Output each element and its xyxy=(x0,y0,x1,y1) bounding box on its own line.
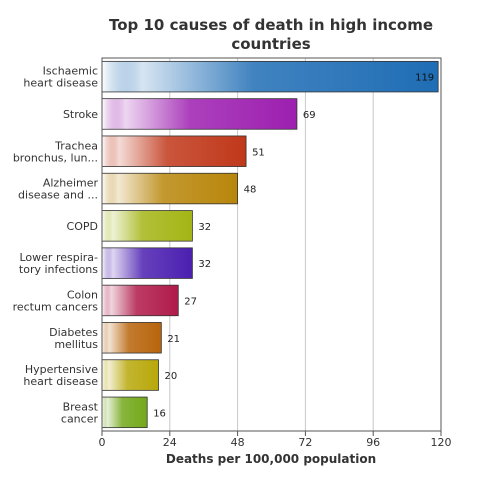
category-label: heart disease xyxy=(23,375,98,388)
x-axis-ticks: 0 24 48 72 96 120 xyxy=(99,431,452,449)
category-label: Hypertensive xyxy=(25,363,98,376)
chart-title-line: Top 10 causes of death in high income xyxy=(109,16,433,34)
category-label: Ischaemic xyxy=(43,65,98,78)
bar xyxy=(101,284,179,317)
bar-value-label: 51 xyxy=(252,147,265,158)
bar xyxy=(101,396,148,429)
bar-value-label: 21 xyxy=(167,334,180,345)
bar-value-label: 119 xyxy=(415,73,434,84)
chart-title: Top 10 causes of death in high incomecou… xyxy=(109,16,433,53)
bar xyxy=(101,60,439,93)
bar xyxy=(101,359,159,391)
x-axis-label: Deaths per 100,000 population xyxy=(166,452,376,466)
bar-value-label: 32 xyxy=(198,222,211,233)
category-label: Stroke xyxy=(63,108,98,121)
category-label: tory infections xyxy=(19,263,98,276)
chart-title-line: countries xyxy=(231,35,310,53)
plot-frame xyxy=(101,57,442,432)
category-label: disease and ... xyxy=(18,189,98,202)
category-label: mellitus xyxy=(54,338,98,351)
category-label: rectum cancers xyxy=(13,300,99,313)
category-label: Trachea xyxy=(54,139,98,152)
category-label: heart disease xyxy=(23,77,98,90)
bar-value-label: 32 xyxy=(198,259,211,270)
bar xyxy=(101,172,239,205)
bar xyxy=(101,322,162,354)
bar xyxy=(101,247,193,279)
bar-value-label: 48 xyxy=(244,185,257,196)
x-tick-label: 24 xyxy=(163,436,177,449)
bar-value-label: 16 xyxy=(153,408,166,419)
bar-value-label: 20 xyxy=(165,371,178,382)
bar-value-label: 27 xyxy=(184,296,197,307)
category-label: Breast xyxy=(63,400,99,413)
category-label: Alzheimer xyxy=(43,177,99,190)
bar xyxy=(101,210,193,242)
category-label: Diabetes xyxy=(49,326,98,339)
category-label: cancer xyxy=(61,412,99,425)
category-label: Lower respira- xyxy=(20,251,99,264)
bars: 119 69 51 48 32 32 27 21 20 16 xyxy=(101,60,439,429)
category-label: COPD xyxy=(67,220,98,233)
x-tick-label: 120 xyxy=(431,436,452,449)
x-tick-label: 72 xyxy=(298,436,312,449)
x-tick-label: 48 xyxy=(231,436,245,449)
category-label: bronchus, lun... xyxy=(13,151,98,164)
x-tick-label: 96 xyxy=(366,436,380,449)
bar-value-label: 69 xyxy=(303,110,316,121)
category-label: Colon xyxy=(67,288,98,301)
bar xyxy=(101,98,298,130)
x-tick-label: 0 xyxy=(99,436,106,449)
bar xyxy=(101,135,247,167)
